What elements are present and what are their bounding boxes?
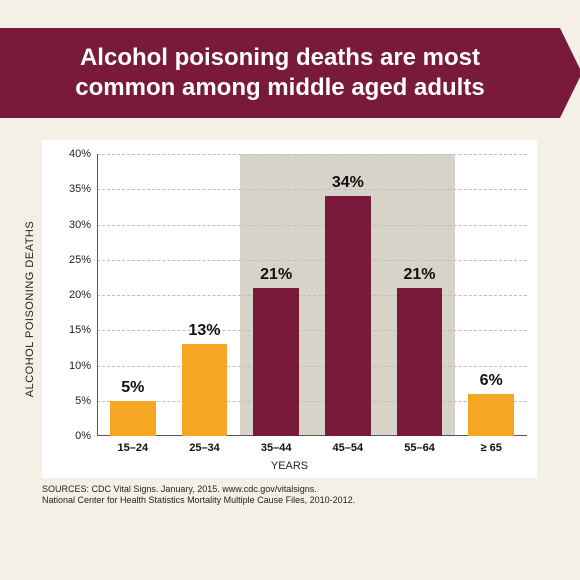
y-tick-label: 15% <box>69 324 97 336</box>
source-line-2: National Center for Health Statistics Mo… <box>42 495 550 506</box>
plot-area: 0%5%10%15%20%25%30%35%40% 5%15–2413%25–3… <box>97 154 527 436</box>
sources-text: SOURCES: CDC Vital Signs. January, 2015.… <box>42 484 550 507</box>
x-tick-label: 25–34 <box>189 442 220 454</box>
bar-value-label: 13% <box>188 322 220 340</box>
x-tick-label: ≥ 65 <box>481 442 502 454</box>
x-tick-label: 15–24 <box>118 442 149 454</box>
headline-text: Alcohol poisoning deaths are most common… <box>0 43 560 103</box>
y-tick-label: 40% <box>69 148 97 160</box>
x-tick-label: 55–64 <box>404 442 435 454</box>
bar-slot: 21%35–44 <box>240 154 312 436</box>
x-axis-label: YEARS <box>271 460 308 472</box>
bar: 21% <box>397 288 443 436</box>
y-tick-label: 20% <box>69 289 97 301</box>
bar-value-label: 5% <box>121 379 144 397</box>
bar: 5% <box>110 401 156 436</box>
bar-slot: 5%15–24 <box>97 154 169 436</box>
y-axis-label: ALCOHOL POISONING DEATHS <box>24 221 36 397</box>
headline-banner: Alcohol poisoning deaths are most common… <box>0 28 560 118</box>
bar-value-label: 21% <box>260 266 292 284</box>
y-tick-label: 35% <box>69 183 97 195</box>
y-tick-label: 25% <box>69 254 97 266</box>
y-tick-label: 5% <box>75 395 97 407</box>
source-line-1: SOURCES: CDC Vital Signs. January, 2015.… <box>42 484 550 495</box>
bar: 13% <box>182 344 228 436</box>
bar-value-label: 34% <box>332 174 364 192</box>
bar-slot: 6%≥ 65 <box>455 154 527 436</box>
chart-container: ALCOHOL POISONING DEATHS 0%5%10%15%20%25… <box>42 140 537 478</box>
bar: 6% <box>468 394 514 436</box>
bar-slot: 21%55–64 <box>384 154 456 436</box>
bar: 21% <box>253 288 299 436</box>
y-tick-label: 10% <box>69 360 97 372</box>
x-tick-label: 35–44 <box>261 442 292 454</box>
bar-value-label: 6% <box>480 372 503 390</box>
bar-slot: 34%45–54 <box>312 154 384 436</box>
bar-slot: 13%25–34 <box>169 154 241 436</box>
bars-group: 5%15–2413%25–3421%35–4434%45–5421%55–646… <box>97 154 527 436</box>
y-tick-label: 30% <box>69 219 97 231</box>
bar: 34% <box>325 196 371 436</box>
x-tick-label: 45–54 <box>333 442 364 454</box>
bar-value-label: 21% <box>403 266 435 284</box>
y-tick-label: 0% <box>75 430 97 442</box>
